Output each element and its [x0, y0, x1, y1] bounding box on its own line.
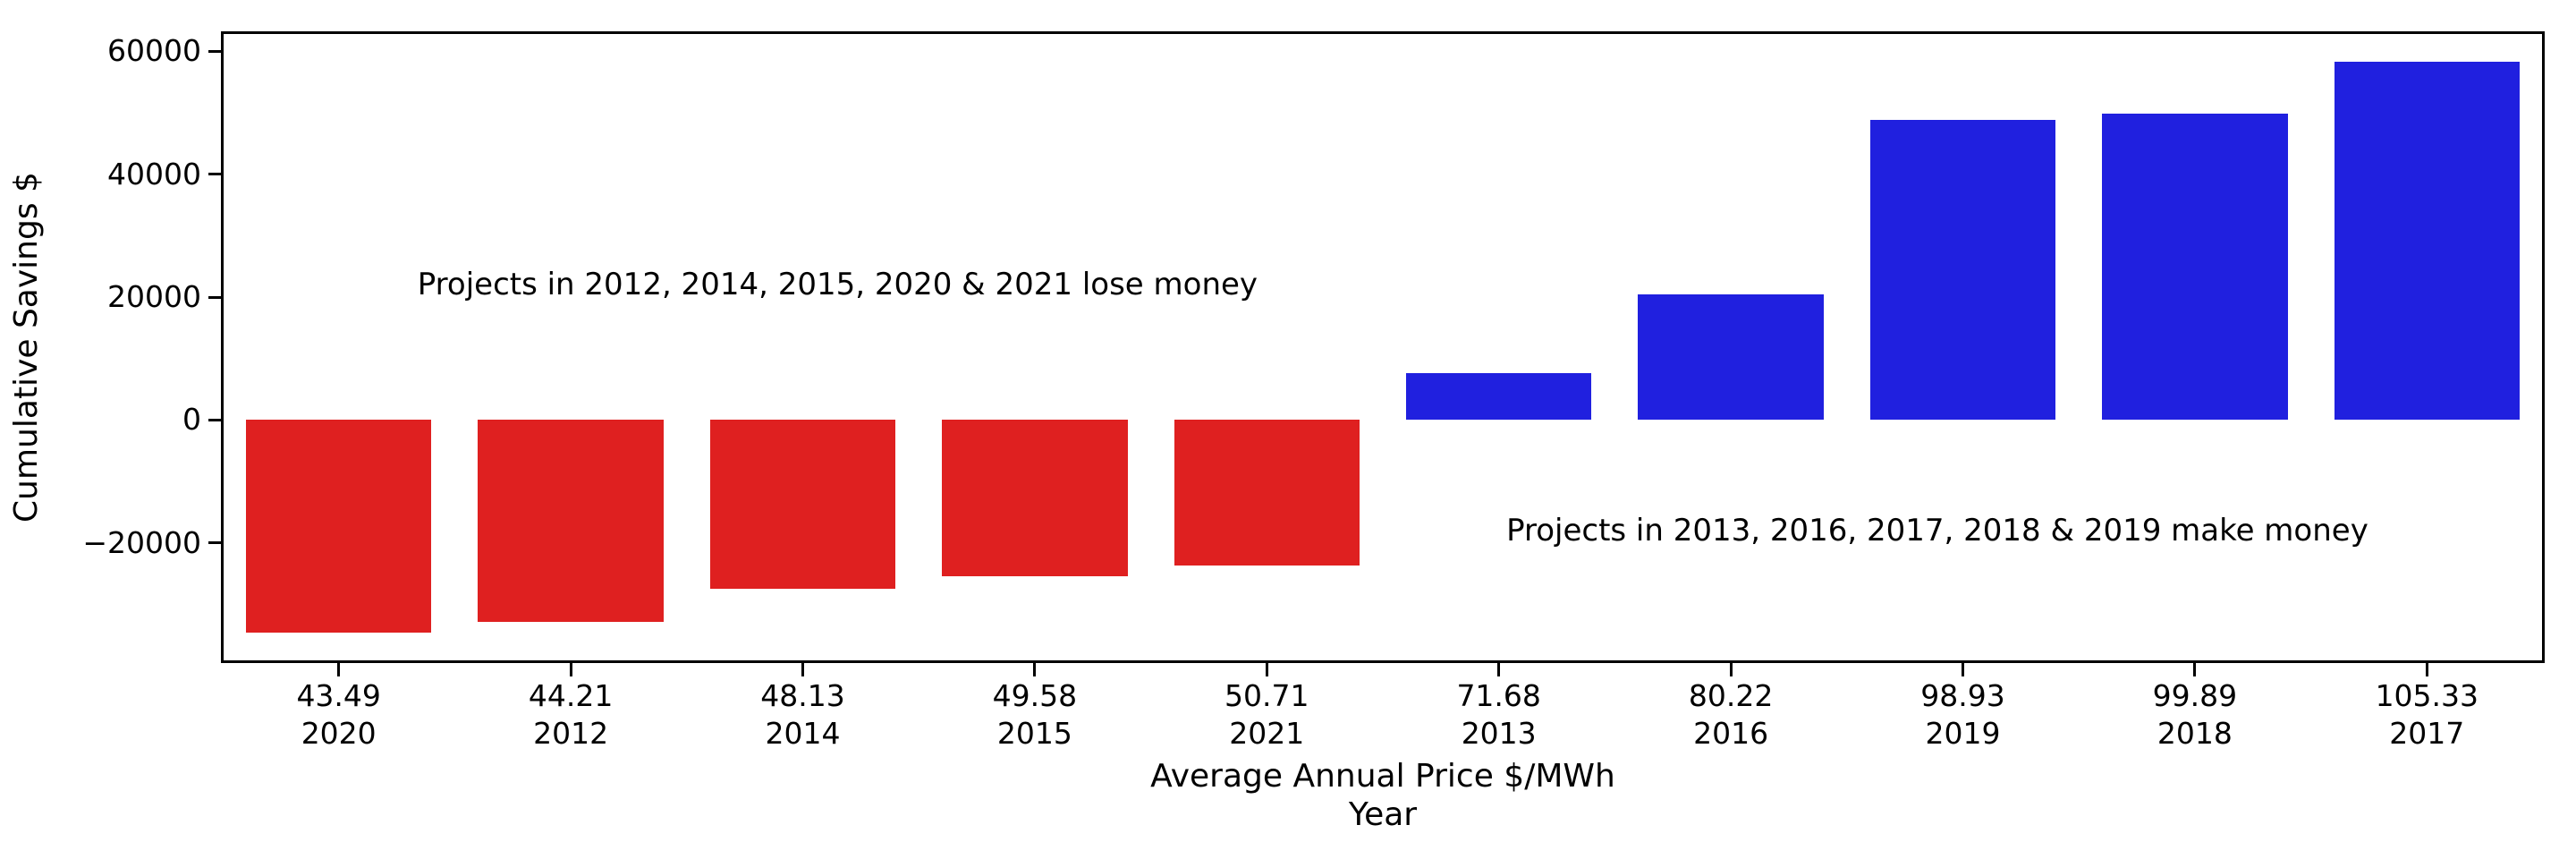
- x-tick-price: 50.71: [1224, 678, 1309, 713]
- y-tick-label: 60000: [107, 33, 201, 69]
- x-tick-price: 98.93: [1920, 678, 2005, 713]
- x-tick-mark: [337, 663, 341, 676]
- x-tick-label-2020: 43.49 2020: [205, 677, 473, 753]
- x-tick-label-2021: 50.71 2021: [1132, 677, 1401, 753]
- x-tick-price: 49.58: [992, 678, 1078, 713]
- x-tick-mark: [1033, 663, 1037, 676]
- x-tick-year: 2020: [301, 716, 377, 751]
- y-tick-mark: [208, 173, 221, 176]
- x-tick-mark: [1497, 663, 1501, 676]
- y-tick-mark: [208, 541, 221, 545]
- y-tick-label: −20000: [82, 524, 201, 560]
- y-tick-mark: [208, 49, 221, 53]
- x-axis-title-line2: Year: [1348, 796, 1418, 833]
- bar-2020: [245, 420, 432, 634]
- x-tick-mark: [1729, 663, 1733, 676]
- y-tick-label: 0: [182, 402, 201, 438]
- x-tick-mark: [1962, 663, 1964, 676]
- x-tick-year: 2018: [2157, 716, 2233, 751]
- x-tick-label-2014: 48.13 2014: [669, 677, 937, 753]
- x-tick-price: 80.22: [1688, 678, 1774, 713]
- x-tick-year: 2021: [1229, 716, 1305, 751]
- x-tick-price: 44.21: [528, 678, 614, 713]
- plot-area: [221, 31, 2545, 663]
- x-tick-year: 2019: [1925, 716, 2001, 751]
- x-tick-mark: [1265, 663, 1268, 676]
- x-tick-mark: [801, 663, 804, 676]
- x-tick-label-2016: 80.22 2016: [1597, 677, 1865, 753]
- x-tick-price: 71.68: [1456, 678, 1541, 713]
- bar-2019: [1869, 120, 2056, 421]
- x-tick-price: 43.49: [296, 678, 381, 713]
- x-tick-label-2013: 71.68 2013: [1365, 677, 1633, 753]
- x-axis-title: Average Annual Price $/MWh Year: [223, 757, 2543, 834]
- chart-annotation-2: Projects in 2013, 2016, 2017, 2018 & 201…: [1506, 513, 2368, 549]
- x-tick-mark: [569, 663, 572, 676]
- bar-2012: [478, 420, 664, 623]
- bar-2016: [1638, 293, 1824, 421]
- x-tick-mark: [2193, 663, 2197, 676]
- y-axis-title: Cumulative Savings $: [8, 172, 45, 523]
- x-tick-year: 2016: [1693, 716, 1769, 751]
- x-tick-year: 2015: [996, 716, 1072, 751]
- y-tick-mark: [208, 295, 221, 299]
- x-tick-label-2017: 105.33 2017: [2292, 677, 2561, 753]
- x-axis-title-line1: Average Annual Price $/MWh: [1150, 758, 1615, 795]
- y-tick-mark: [208, 418, 221, 421]
- y-tick-label: 20000: [107, 279, 201, 315]
- bar-2018: [2102, 113, 2288, 421]
- x-tick-price: 99.89: [2152, 678, 2238, 713]
- x-tick-mark: [2425, 663, 2428, 676]
- bar-2021: [1174, 420, 1360, 566]
- x-tick-year: 2012: [533, 716, 609, 751]
- x-tick-label-2012: 44.21 2012: [436, 677, 705, 753]
- y-tick-label: 40000: [107, 156, 201, 191]
- x-tick-year: 2013: [1461, 716, 1537, 751]
- x-tick-label-2018: 99.89 2018: [2061, 677, 2329, 753]
- bar-2013: [1405, 372, 1592, 421]
- chart-annotation-1: Projects in 2012, 2014, 2015, 2020 & 202…: [417, 267, 1258, 303]
- x-tick-price: 105.33: [2375, 678, 2479, 713]
- x-tick-label-2015: 49.58 2015: [901, 677, 1169, 753]
- x-tick-year: 2017: [2389, 716, 2465, 751]
- x-tick-year: 2014: [765, 716, 841, 751]
- bar-2015: [942, 420, 1128, 576]
- bar-2017: [2334, 61, 2521, 421]
- x-tick-price: 48.13: [760, 678, 845, 713]
- x-tick-label-2019: 98.93 2019: [1829, 677, 2097, 753]
- bar-2014: [709, 420, 896, 590]
